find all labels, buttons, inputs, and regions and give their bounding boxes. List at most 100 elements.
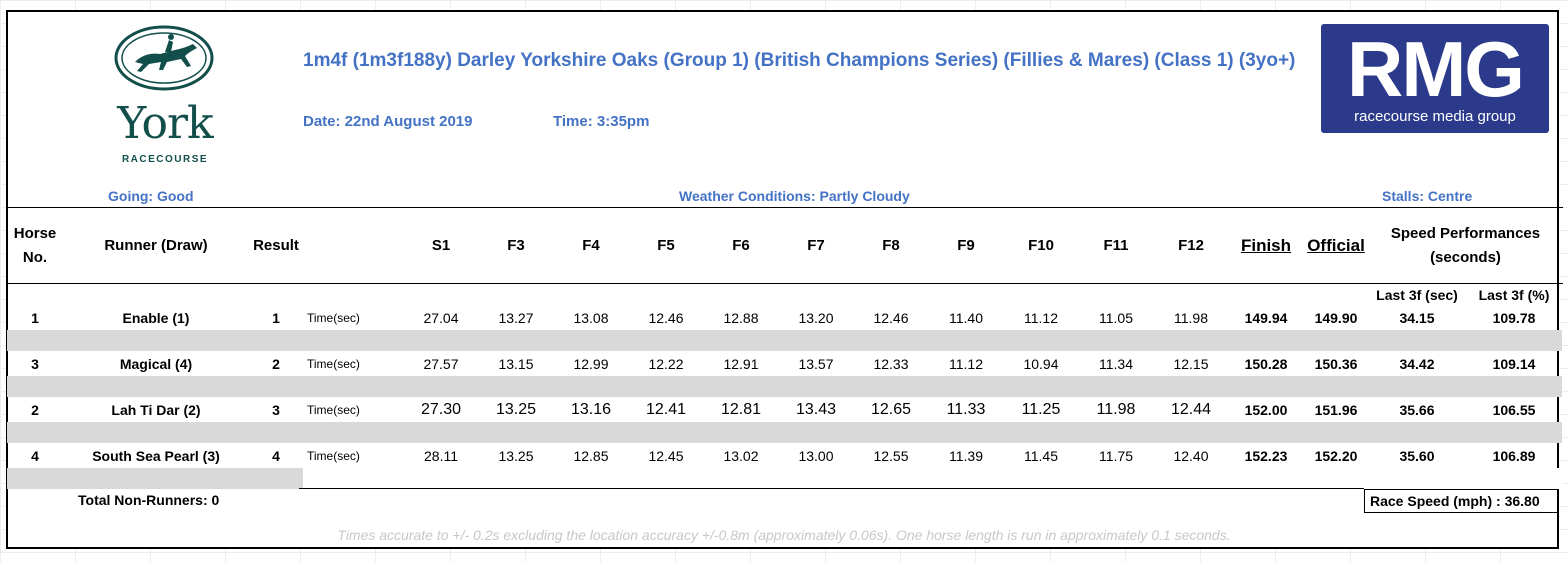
section-time: 12.41: [628, 397, 704, 422]
header-speed-performances: Speed Performances (seconds): [1368, 207, 1563, 284]
race-time: Time: 3:35pm: [553, 113, 650, 130]
header-section: F3: [478, 207, 554, 284]
section-time: 13.15: [478, 351, 554, 376]
section-time: 12.81: [703, 397, 779, 422]
weather-label: Weather Conditions: Partly Cloudy: [679, 188, 910, 204]
section-time: 12.44: [1153, 397, 1229, 422]
finish-time: 152.00: [1228, 397, 1304, 422]
horse-no: 2: [31, 401, 39, 418]
section-time: 11.98: [1078, 397, 1154, 422]
header-section: S1: [403, 207, 479, 284]
york-wordmark: York: [117, 98, 213, 149]
header-result: Result: [248, 207, 304, 284]
time-label: Time(sec): [303, 351, 404, 376]
section-time: 12.85: [553, 443, 629, 468]
last3f-pct: 109.78: [1465, 305, 1563, 330]
result: 4: [272, 447, 280, 464]
official-time: 149.90: [1303, 305, 1369, 330]
section-time: 10.94: [1003, 351, 1079, 376]
section-time: 13.20: [778, 305, 854, 330]
section-time: 27.57: [403, 351, 479, 376]
section-time: 12.22: [628, 351, 704, 376]
header-section: F5: [628, 207, 704, 284]
horse-no: 3: [31, 355, 39, 372]
header-section: F9: [928, 207, 1004, 284]
header-horse-no: Horse No.: [6, 207, 64, 284]
finish-time: 150.28: [1228, 351, 1304, 376]
row-spacer: [6, 329, 1563, 352]
section-time: 11.98: [1153, 305, 1229, 330]
section-time: 13.57: [778, 351, 854, 376]
section-time: 11.34: [1078, 351, 1154, 376]
table-row: 1 Enable (1) 1 Time(sec) 27.04 13.27 13.…: [7, 305, 1563, 330]
section-time: 12.40: [1153, 443, 1229, 468]
header-section: F11: [1078, 207, 1154, 284]
table-bottom-rule: [299, 488, 1364, 489]
section-time: 12.55: [853, 443, 929, 468]
table-subheader-row: Last 3f (sec) Last 3f (%): [7, 283, 1563, 306]
result: 3: [272, 401, 280, 418]
header-section: F10: [1003, 207, 1079, 284]
row-spacer: [6, 467, 1563, 490]
section-time: 11.05: [1078, 305, 1154, 330]
header-section: F8: [853, 207, 929, 284]
section-time: 11.12: [1003, 305, 1079, 330]
official-time: 151.96: [1303, 397, 1369, 422]
result: 1: [272, 309, 280, 326]
last3f-sec: 35.66: [1368, 397, 1466, 422]
header-finish: Finish: [1228, 207, 1304, 284]
sectional-times-table: Horse No. Runner (Draw) Result S1 F3 F4 …: [6, 207, 1563, 490]
header-section: F12: [1153, 207, 1229, 284]
section-time: 13.16: [553, 397, 629, 422]
section-time: 11.33: [928, 397, 1004, 422]
table-row: 4 South Sea Pearl (3) 4 Time(sec) 28.11 …: [7, 443, 1563, 468]
time-label: Time(sec): [303, 305, 404, 330]
official-time: 152.20: [1303, 443, 1369, 468]
section-time: 11.25: [1003, 397, 1079, 422]
section-time: 11.12: [928, 351, 1004, 376]
section-time: 12.99: [553, 351, 629, 376]
header-blank: [303, 207, 404, 284]
section-time: 13.27: [478, 305, 554, 330]
going-label: Going: Good: [108, 188, 194, 204]
york-subtitle: RACECOURSE: [121, 154, 209, 165]
section-time: 12.65: [853, 397, 929, 422]
last3f-pct: 109.14: [1465, 351, 1563, 376]
section-time: 13.25: [478, 397, 554, 422]
last3f-pct: 106.89: [1465, 443, 1563, 468]
horse-no: 1: [31, 309, 39, 326]
section-time: 11.75: [1078, 443, 1154, 468]
section-time: 12.46: [628, 305, 704, 330]
time-label: Time(sec): [303, 397, 404, 422]
section-time: 12.45: [628, 443, 704, 468]
section-time: 11.40: [928, 305, 1004, 330]
runner-name: South Sea Pearl (3): [92, 447, 220, 464]
section-time: 28.11: [403, 443, 479, 468]
section-time: 12.46: [853, 305, 929, 330]
header-runner: Runner (Draw): [63, 207, 249, 284]
section-time: 12.88: [703, 305, 779, 330]
rmg-letters: RMG: [1347, 25, 1525, 113]
table-row: 2 Lah Ti Dar (2) 3 Time(sec) 27.30 13.25…: [7, 397, 1563, 422]
header-last3f-pct: Last 3f (%): [1465, 283, 1563, 306]
table-row: 3 Magical (4) 2 Time(sec) 27.57 13.15 12…: [7, 351, 1563, 376]
header-section: F4: [553, 207, 629, 284]
section-time: 12.15: [1153, 351, 1229, 376]
horse-emblem-icon: [114, 25, 214, 91]
finish-time: 152.23: [1228, 443, 1304, 468]
race-speed: Race Speed (mph) : 36.80: [1364, 489, 1559, 513]
finish-time: 149.94: [1228, 305, 1304, 330]
section-time: 13.43: [778, 397, 854, 422]
section-time: 13.25: [478, 443, 554, 468]
row-spacer: [6, 375, 1563, 398]
runner-name: Magical (4): [119, 355, 193, 372]
section-time: 13.00: [778, 443, 854, 468]
table-header-row: Horse No. Runner (Draw) Result S1 F3 F4 …: [6, 207, 1563, 284]
section-time: 27.04: [403, 305, 479, 330]
section-time: 12.33: [853, 351, 929, 376]
header-last3f-sec: Last 3f (sec): [1368, 283, 1466, 306]
section-time: 11.39: [928, 443, 1004, 468]
stalls-label: Stalls: Centre: [1382, 188, 1473, 204]
last3f-sec: 34.15: [1368, 305, 1466, 330]
section-time: 11.45: [1003, 443, 1079, 468]
